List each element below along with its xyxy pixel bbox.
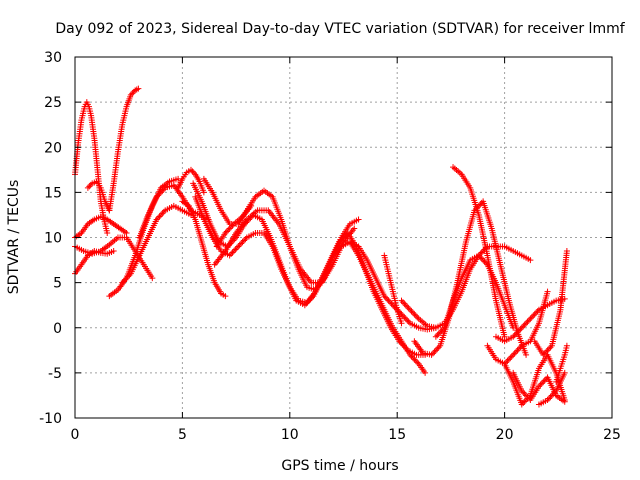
chart-title: Day 092 of 2023, Sidereal Day-to-day VTE… <box>55 21 625 37</box>
series-markers <box>175 166 207 196</box>
series-arc-2 <box>106 85 142 214</box>
data-point <box>355 216 362 223</box>
y-tick-label: -5 <box>48 366 62 382</box>
series-markers <box>72 213 130 241</box>
series-markers <box>411 198 530 358</box>
y-tick-label: 5 <box>53 276 62 292</box>
series-markers <box>106 85 142 214</box>
series-arc-3 <box>72 213 130 241</box>
data-point <box>106 207 113 214</box>
data-point <box>563 248 570 255</box>
data-point <box>104 229 111 236</box>
x-tick-label: 25 <box>603 427 621 443</box>
series-markers <box>381 252 405 327</box>
series-arc-20 <box>411 198 530 358</box>
series-arc-28 <box>531 248 570 358</box>
grid <box>75 57 612 418</box>
series-arc-8 <box>119 202 194 286</box>
axis-ticks: 0 5 10 15 20 25 -10 -5 0 5 10 15 20 25 30 <box>39 50 621 443</box>
data-point <box>149 275 156 282</box>
series-markers <box>535 369 568 408</box>
series-arc-6 <box>84 178 113 214</box>
data-point <box>523 351 530 358</box>
series-arc-21 <box>432 252 517 340</box>
series-markers <box>213 202 255 250</box>
x-tick-label: 5 <box>178 427 187 443</box>
y-tick-label: 25 <box>44 95 62 111</box>
series-arc-19 <box>398 243 534 331</box>
series-markers <box>179 198 229 300</box>
data-point <box>222 293 229 300</box>
series-arc-22 <box>450 164 508 340</box>
series-arc-13 <box>192 193 429 376</box>
x-tick-label: 10 <box>281 427 299 443</box>
x-axis-label: GPS time / hours <box>281 458 398 474</box>
data-point <box>110 248 117 255</box>
series-markers <box>510 369 568 405</box>
series-arc-16 <box>213 202 255 250</box>
series-markers <box>398 243 534 331</box>
x-tick-label: 0 <box>71 427 80 443</box>
series-arc-5 <box>72 248 117 277</box>
y-tick-label: 15 <box>44 185 62 201</box>
series-arc-29 <box>553 342 570 385</box>
data-point <box>351 225 358 232</box>
series-arc-18 <box>381 252 405 327</box>
series-arc-24 <box>493 295 568 345</box>
series-markers <box>450 164 508 340</box>
data-point <box>561 369 568 376</box>
data-point <box>561 398 568 405</box>
series-markers <box>531 248 570 358</box>
series-markers <box>192 193 429 376</box>
data-point <box>248 202 255 209</box>
series-markers <box>119 202 194 286</box>
data-point <box>527 257 534 264</box>
y-tick-label: 10 <box>44 231 62 247</box>
series-arc-27 <box>535 369 568 408</box>
data-point <box>422 369 429 376</box>
data-point <box>544 288 551 295</box>
x-tick-label: 20 <box>496 427 514 443</box>
plot-series <box>72 85 570 408</box>
series-markers <box>493 295 568 345</box>
data-point <box>563 342 570 349</box>
y-tick-label: 0 <box>53 321 62 337</box>
x-tick-label: 15 <box>388 427 406 443</box>
data-point <box>200 189 207 196</box>
series-markers <box>72 99 111 236</box>
series-arc-26 <box>510 369 568 405</box>
data-point <box>510 324 517 331</box>
series-arc-1 <box>72 99 111 236</box>
series-markers <box>84 178 113 214</box>
y-tick-label: -10 <box>39 411 62 427</box>
y-tick-label: 20 <box>44 140 62 156</box>
series-arc-11 <box>179 198 229 300</box>
data-point <box>135 85 142 92</box>
data-point <box>398 320 405 327</box>
y-tick-label: 30 <box>44 50 62 66</box>
series-arc-10 <box>175 166 207 196</box>
series-markers <box>72 248 117 277</box>
y-axis-label: SDTVAR / TECUs <box>6 180 22 295</box>
series-markers <box>553 342 570 385</box>
